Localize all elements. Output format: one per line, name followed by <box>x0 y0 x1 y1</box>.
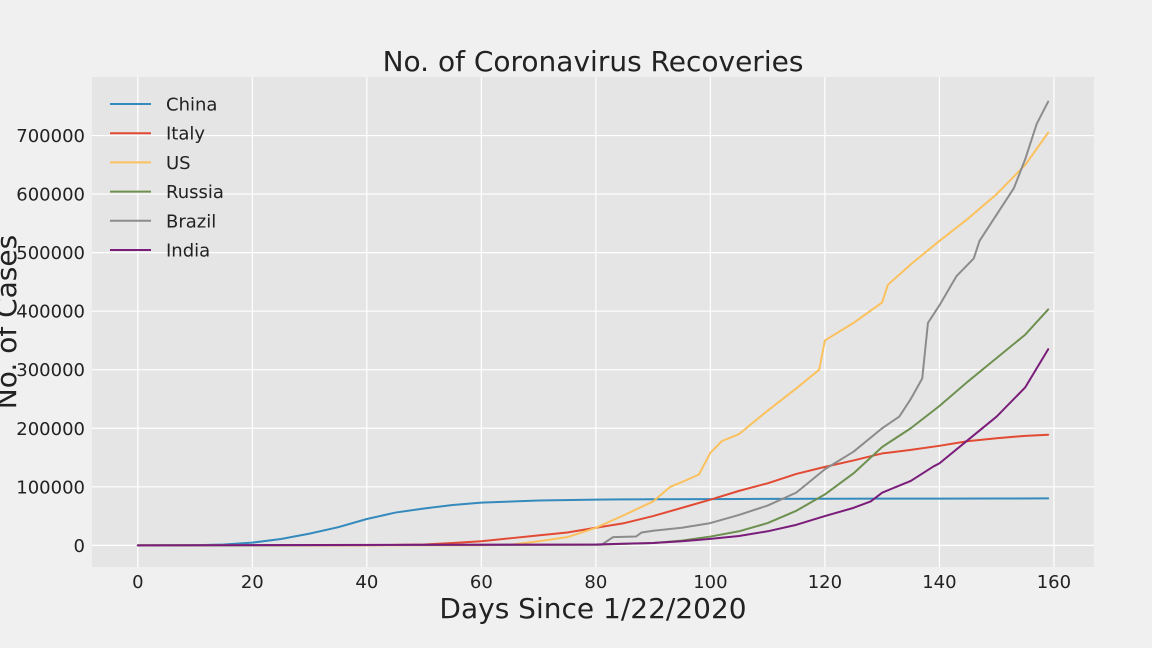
x-tick-label: 0 <box>132 572 143 593</box>
series-line-india <box>136 348 1050 547</box>
legend-label-italy: Italy <box>166 124 205 145</box>
x-tick-label: 140 <box>922 572 956 593</box>
series-line-brazil <box>136 100 1050 547</box>
legend: China Italy US Russia Brazil India <box>110 95 224 262</box>
x-tick-label: 100 <box>693 572 727 593</box>
y-axis-title: No. of Cases <box>0 235 23 409</box>
x-tick-labels: 0 20 40 60 80 100 120 140 160 <box>132 572 1071 593</box>
y-tick-label: 0 <box>74 536 85 557</box>
legend-label-brazil: Brazil <box>166 211 216 232</box>
chart-title: No. of Coronavirus Recoveries <box>383 45 804 78</box>
series-line-us <box>136 131 1050 547</box>
legend-label-us: US <box>166 153 191 174</box>
y-tick-label: 200000 <box>16 419 85 440</box>
series-lines <box>136 100 1050 547</box>
y-tick-label: 100000 <box>16 477 85 498</box>
legend-label-india: India <box>166 241 210 262</box>
x-tick-label: 60 <box>470 572 493 593</box>
y-tick-label: 400000 <box>16 302 85 323</box>
y-tick-labels: 0 100000 200000 300000 400000 500000 600000 700… <box>16 126 85 557</box>
x-tick-label: 120 <box>808 572 842 593</box>
x-tick-label: 160 <box>1037 572 1071 593</box>
legend-label-china: China <box>166 95 217 116</box>
y-tick-label: 500000 <box>16 243 85 264</box>
y-tick-label: 600000 <box>16 185 85 206</box>
y-tick-label: 700000 <box>16 126 85 147</box>
y-tick-label: 300000 <box>16 360 85 381</box>
x-tick-label: 40 <box>355 572 378 593</box>
series-line-china <box>136 497 1050 547</box>
x-tick-label: 80 <box>584 572 607 593</box>
grid-lines <box>92 77 1094 567</box>
x-axis-title: Days Since 1/22/2020 <box>439 592 746 625</box>
plot-area <box>92 77 1094 567</box>
legend-label-russia: Russia <box>166 182 224 203</box>
x-tick-label: 20 <box>241 572 264 593</box>
series-line-italy <box>136 433 1050 547</box>
